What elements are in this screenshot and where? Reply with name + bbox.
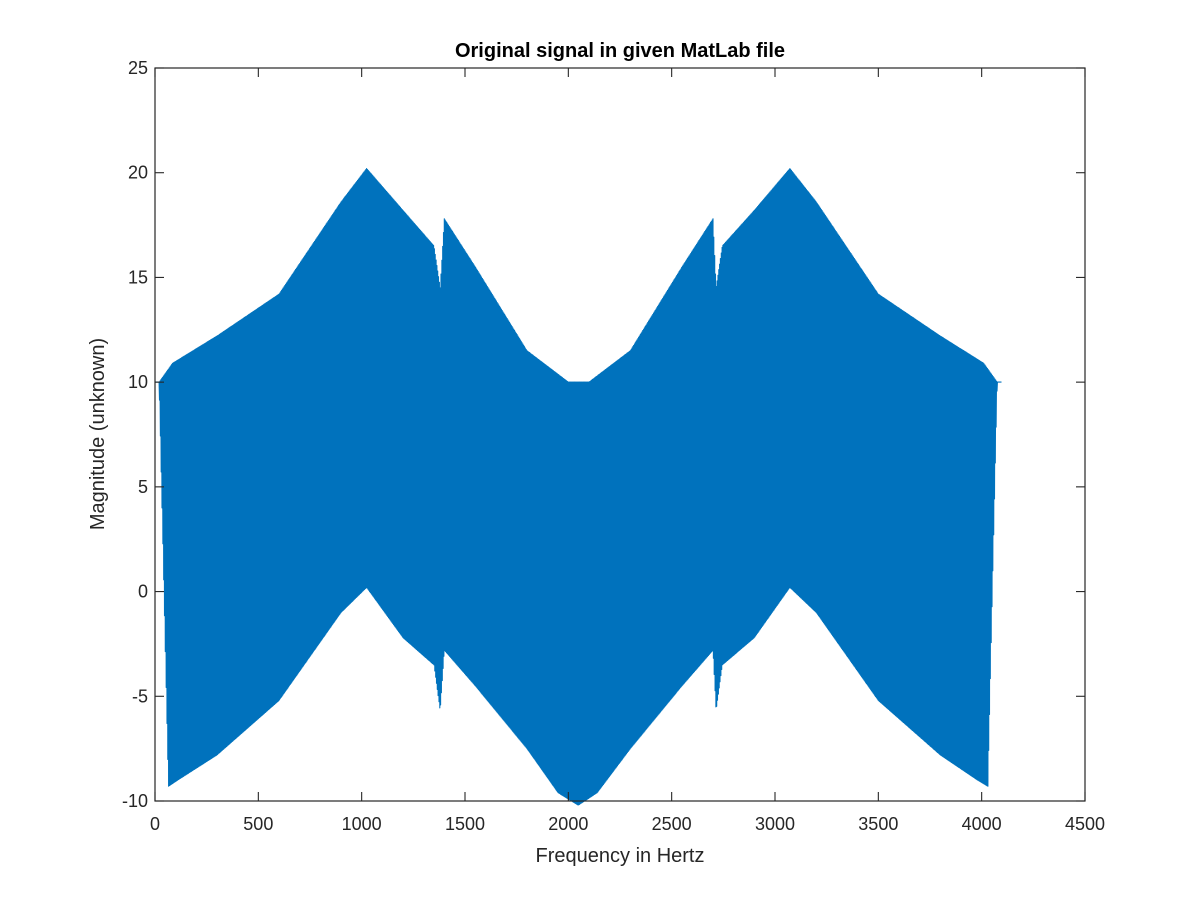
x-tick-label: 1500 bbox=[445, 814, 485, 834]
x-axis-label: Frequency in Hertz bbox=[536, 845, 705, 867]
y-tick-label: -10 bbox=[122, 791, 148, 811]
y-axis-label: Magnitude (unknown) bbox=[87, 338, 109, 530]
x-tick-label: 2000 bbox=[548, 814, 588, 834]
y-tick-label: 15 bbox=[128, 267, 148, 287]
x-tick-label: 4500 bbox=[1065, 814, 1105, 834]
axes-layer: 0 500 1000 1500 2000 2500 3000 3500 4000 4500 -10 -… bbox=[122, 58, 1105, 834]
x-tick-label: 0 bbox=[150, 814, 160, 834]
y-tick-label: 25 bbox=[128, 58, 148, 78]
series-layer bbox=[154, 167, 1002, 806]
x-tick-label: 3500 bbox=[858, 814, 898, 834]
axes-box bbox=[154, 67, 1086, 802]
x-tick-label: 4000 bbox=[962, 814, 1002, 834]
y-tick-label: -5 bbox=[132, 686, 148, 706]
x-tick-label: 500 bbox=[243, 814, 273, 834]
y-tick-label: 5 bbox=[138, 477, 148, 497]
series-line-1 bbox=[154, 167, 1002, 806]
x-tick-label: 1000 bbox=[342, 814, 382, 834]
x-tick-label: 3000 bbox=[755, 814, 795, 834]
y-tick-label: 0 bbox=[138, 582, 148, 602]
chart-title: Original signal in given MatLab file bbox=[455, 40, 785, 62]
y-tick-label: 20 bbox=[128, 163, 148, 183]
y-tick-label: 10 bbox=[128, 372, 148, 392]
x-tick-label: 2500 bbox=[652, 814, 692, 834]
